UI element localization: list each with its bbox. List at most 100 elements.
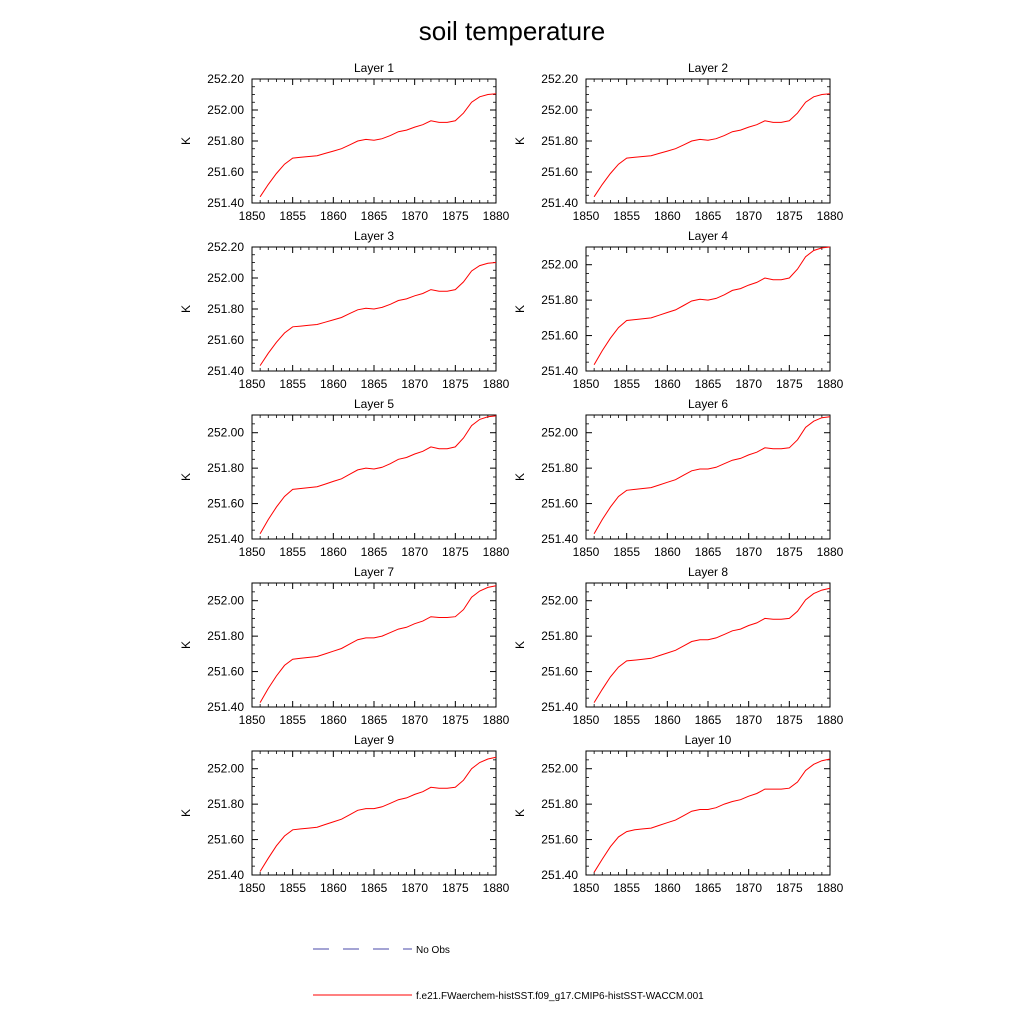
x-tick-label: 1875 [776,545,803,559]
x-tick-label: 1850 [573,209,600,223]
x-tick-label: 1880 [817,545,844,559]
x-tick-label: 1870 [735,377,762,391]
x-tick-label: 1870 [401,713,428,727]
panel-title: Layer 8 [688,565,728,579]
x-tick-label: 1865 [695,545,722,559]
panel-title: Layer 5 [354,397,394,411]
panel-title: Layer 2 [688,61,728,75]
x-tick-label: 1870 [735,881,762,895]
y-tick-label: 251.80 [541,461,578,475]
x-tick-label: 1870 [735,545,762,559]
y-tick-label: 251.60 [207,165,244,179]
x-tick-label: 1855 [279,377,306,391]
x-tick-label: 1865 [361,209,388,223]
y-tick-label: 252.00 [207,594,244,608]
x-tick-label: 1850 [573,377,600,391]
y-axis-label: K [513,305,527,313]
panel-layer-8: Layer 8 1850 1855 1860 1865 1870 1875 1880 251.4… [513,565,844,727]
x-tick-label: 1870 [735,713,762,727]
panel-title: Layer 1 [354,61,394,75]
y-tick-label: 252.00 [207,271,244,285]
y-tick-label: 251.80 [541,134,578,148]
x-tick-label: 1850 [239,377,266,391]
x-tick-label: 1870 [735,209,762,223]
y-tick-label: 251.80 [207,797,244,811]
x-tick-label: 1865 [361,377,388,391]
x-tick-label: 1875 [776,377,803,391]
series-line [593,416,831,534]
y-tick-label: 251.60 [207,833,244,847]
x-tick-label: 1850 [239,713,266,727]
y-axis-label: K [179,473,193,481]
plot-frame [585,414,831,540]
x-tick-label: 1860 [320,377,347,391]
y-tick-label: 251.60 [207,497,244,511]
y-tick-label: 251.80 [207,461,244,475]
panel-layer-3: Layer 3 1850 1855 1860 1865 1870 1875 1880 251.4… [179,229,510,391]
y-axis-label: K [179,809,193,817]
plot-frame [585,78,831,204]
x-tick-label: 1875 [442,209,469,223]
x-tick-label: 1855 [613,881,640,895]
panel-layer-7: Layer 7 1850 1855 1860 1865 1870 1875 1880 251.4… [179,565,510,727]
x-tick-label: 1880 [483,713,510,727]
legend-no-obs-label: No Obs [416,945,450,956]
panel-title: Layer 10 [685,733,732,747]
y-tick-label: 252.20 [207,72,244,86]
plot-frame [585,582,831,708]
panel-layer-10: Layer 10 1850 1855 1860 1865 1870 1875 1880 251.… [513,733,844,895]
x-tick-label: 1850 [239,881,266,895]
y-tick-label: 251.40 [541,532,578,546]
panel-title: Layer 7 [354,565,394,579]
x-tick-label: 1875 [776,209,803,223]
y-axis-label: K [513,809,527,817]
y-axis-label: K [179,305,193,313]
y-tick-label: 251.60 [541,165,578,179]
legend: No Obs f.e21.FWaerchem-histSST.f09_g17.C… [313,945,704,1002]
x-tick-label: 1865 [695,377,722,391]
x-tick-label: 1880 [817,713,844,727]
x-tick-label: 1880 [483,209,510,223]
x-tick-label: 1880 [483,545,510,559]
y-tick-label: 251.80 [207,629,244,643]
x-tick-label: 1865 [361,713,388,727]
y-tick-label: 251.80 [541,293,578,307]
x-tick-label: 1860 [320,881,347,895]
y-axis-label: K [513,641,527,649]
x-tick-label: 1860 [654,209,681,223]
series-line [259,415,497,534]
y-axis-label: K [179,641,193,649]
x-tick-label: 1875 [776,881,803,895]
x-tick-label: 1855 [279,545,306,559]
series-line [259,93,497,198]
y-tick-label: 252.00 [207,762,244,776]
panel-layer-5: Layer 5 1850 1855 1860 1865 1870 1875 1880 251.4… [179,397,510,559]
y-tick-label: 251.60 [541,833,578,847]
x-tick-label: 1865 [361,881,388,895]
x-tick-label: 1875 [776,713,803,727]
series-line [593,93,831,198]
x-tick-label: 1870 [401,881,428,895]
plot-frame [251,414,497,540]
x-tick-label: 1865 [695,881,722,895]
x-tick-label: 1860 [654,377,681,391]
y-tick-label: 251.80 [207,134,244,148]
x-tick-label: 1875 [442,713,469,727]
x-tick-label: 1880 [817,881,844,895]
x-tick-label: 1875 [442,377,469,391]
x-tick-label: 1880 [817,377,844,391]
y-tick-label: 252.00 [541,594,578,608]
series-line [259,262,497,366]
y-tick-label: 251.40 [541,364,578,378]
series-line [259,585,497,703]
y-tick-label: 252.00 [207,426,244,440]
figure-title: soil temperature [419,16,605,46]
panel-layer-6: Layer 6 1850 1855 1860 1865 1870 1875 1880 251.4… [513,397,844,559]
y-tick-label: 251.80 [207,302,244,316]
x-tick-label: 1880 [817,209,844,223]
plot-frame [251,78,497,204]
panel-layer-1: Layer 1 1850 1855 1860 1865 1870 1875 1880 251.4… [179,61,510,223]
y-axis-label: K [513,137,527,145]
y-tick-label: 252.00 [541,258,578,272]
